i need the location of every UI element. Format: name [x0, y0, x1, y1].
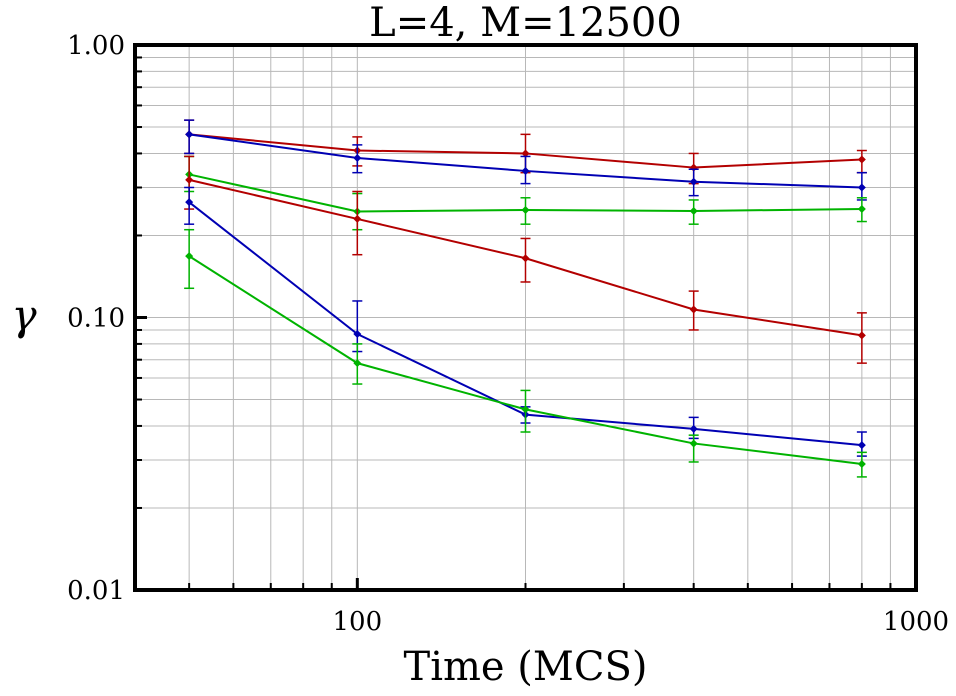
x-axis-label: Time (MCS) — [404, 644, 648, 690]
data-point — [857, 155, 866, 164]
data-point — [353, 359, 362, 368]
data-point — [521, 254, 530, 263]
axis-ticks: 100 1000 0.01 0.10 1.00 — [67, 31, 949, 637]
data-point — [521, 149, 530, 158]
y-tick-label: 1.00 — [67, 31, 125, 61]
series-2 — [184, 119, 867, 201]
data-point — [521, 405, 530, 414]
x-tick-label: 100 — [333, 607, 383, 637]
series-4 — [184, 155, 867, 364]
data-point — [689, 305, 698, 314]
data-point — [857, 441, 866, 450]
data-point — [185, 198, 194, 207]
series-6 — [184, 228, 867, 478]
data-point — [185, 175, 194, 184]
data-point — [353, 329, 362, 338]
data-point — [689, 424, 698, 433]
y-tick-label: 0.10 — [67, 304, 125, 334]
data-point — [353, 153, 362, 162]
data-point — [185, 130, 194, 139]
data-point — [689, 206, 698, 215]
data-point — [857, 205, 866, 214]
data-point — [857, 331, 866, 340]
data-point — [521, 166, 530, 175]
data-point — [689, 439, 698, 448]
data-point — [521, 206, 530, 215]
data-point — [857, 183, 866, 192]
data-point — [689, 177, 698, 186]
series-layer — [184, 119, 867, 478]
data-point — [185, 252, 194, 261]
y-axis-label: γ — [11, 291, 37, 340]
chart-title: L=4, M=12500 — [369, 0, 682, 46]
data-point — [353, 214, 362, 223]
grid — [135, 45, 916, 590]
y-tick-label: 0.01 — [67, 576, 125, 606]
x-tick-label: 1000 — [883, 607, 949, 637]
data-point — [857, 459, 866, 468]
